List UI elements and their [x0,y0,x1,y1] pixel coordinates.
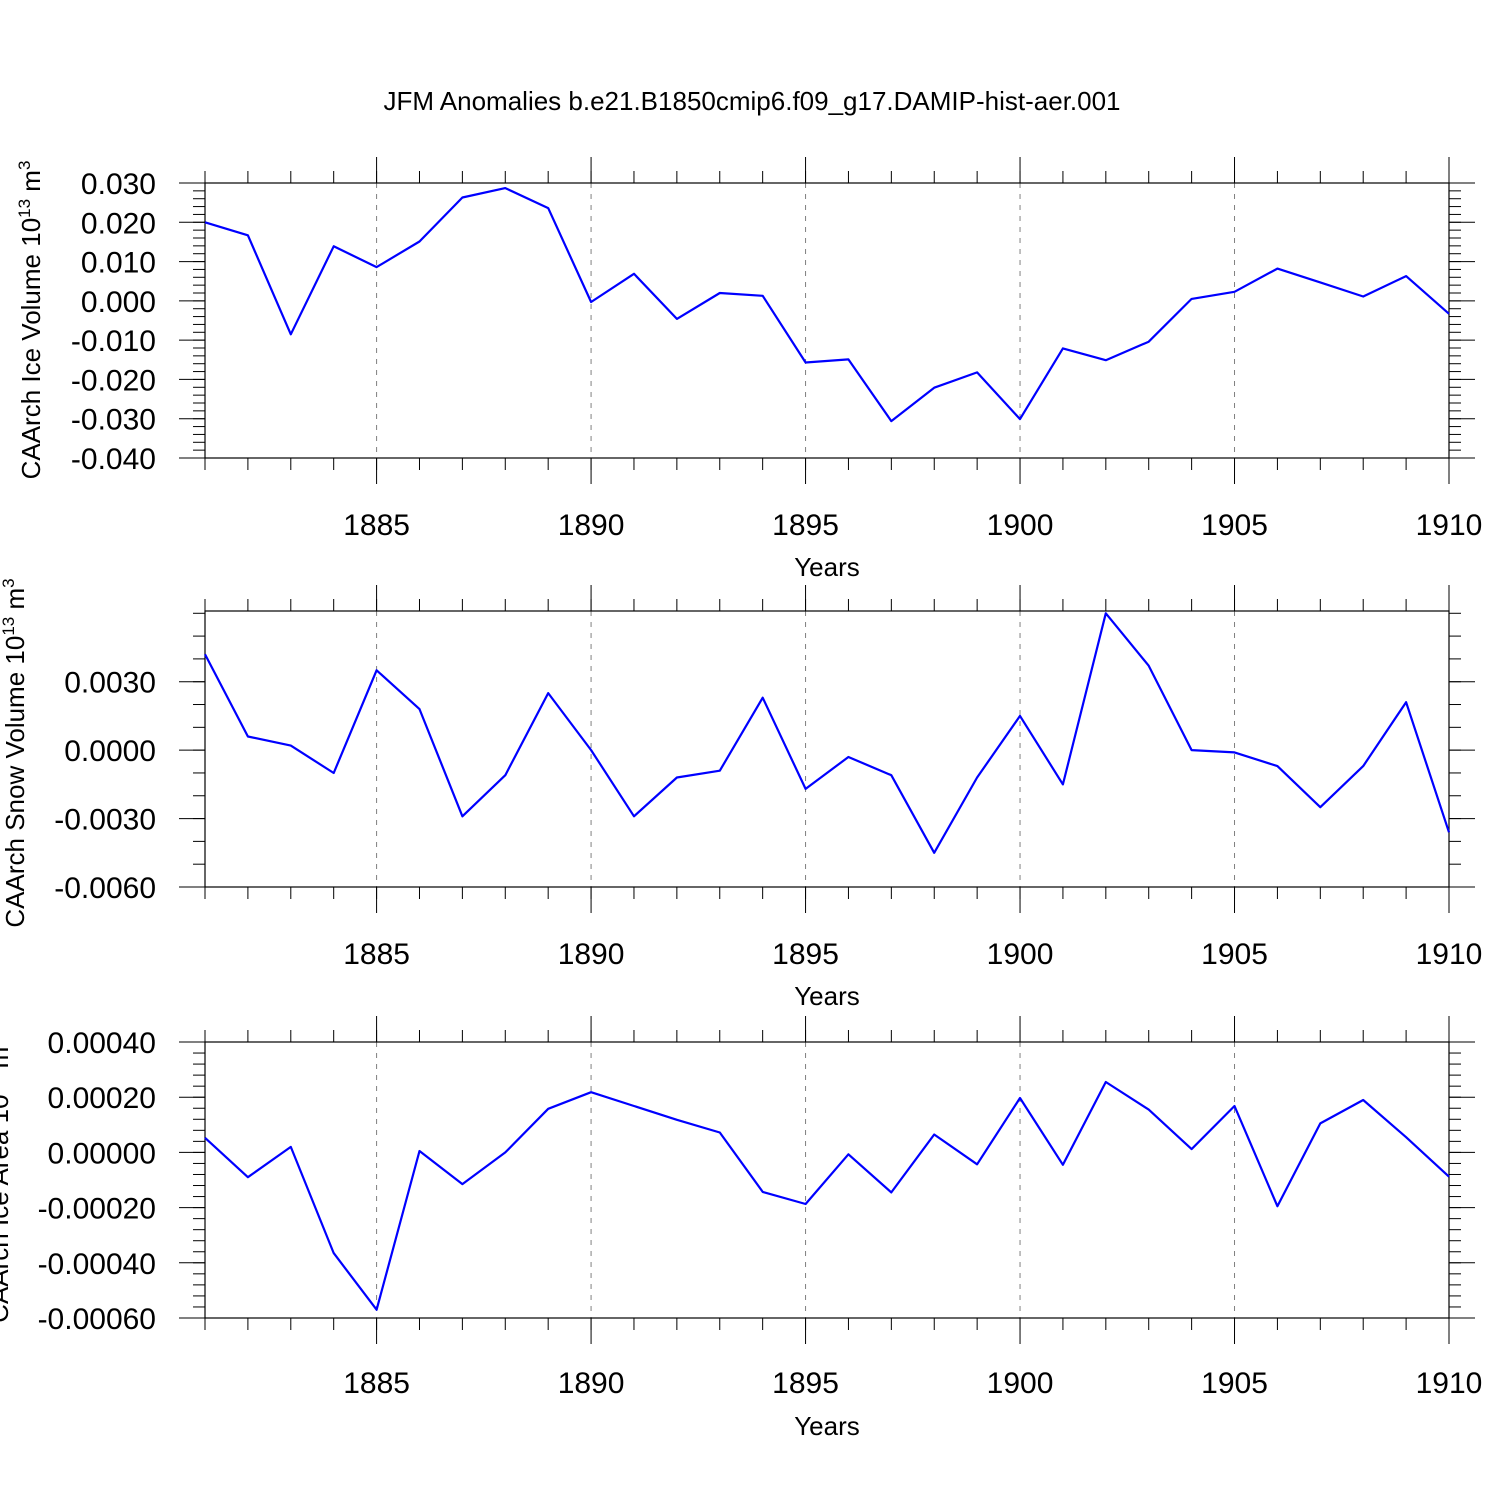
plot-frame [204,182,1450,459]
panel-3: -0.00060 -0.00040 -0.00020 0.00000 0.00020 0.… [0,1016,1482,1441]
y-tick-label: -0.00040 [38,1248,156,1281]
x-tick-label: 1910 [1416,509,1483,542]
y-tick-label: 0.030 [81,168,156,201]
x-tick-label: 1905 [1201,1367,1268,1400]
y-tick-label: 0.010 [81,247,156,280]
plot-frame [204,610,1450,888]
y-axis-label: CAArch Snow Volume 1013 m3 [0,578,30,927]
x-tick-label: 1890 [558,1367,625,1400]
x-axis-label: Years [794,552,860,582]
x-tick-label: 1890 [558,509,625,542]
y-tick-label: -0.0030 [54,804,156,837]
x-tick-label: 1900 [987,1367,1054,1400]
x-axis-label: Years [794,1411,860,1441]
y-tick-label: 0.0000 [64,735,156,768]
y-tick-label: 0.000 [81,286,156,319]
x-axis-label: Years [794,981,860,1011]
x-tick-label: 1905 [1201,938,1268,971]
x-tick-label: 1885 [343,1367,410,1400]
series-line [204,1080,1450,1311]
x-tick-label: 1885 [343,938,410,971]
y-tick-label: -0.0060 [54,872,156,905]
y-tick-label: -0.030 [71,404,156,437]
x-tick-label: 1895 [772,938,839,971]
y-tick-label: 0.00040 [48,1027,156,1060]
y-tick-label: 0.00000 [48,1137,156,1170]
y-tick-label: -0.00020 [38,1193,156,1226]
y-axis-label: CAArch Ice Volume 1013 m3 [15,161,46,480]
x-tick-label: 1900 [987,509,1054,542]
x-tick-label: 1910 [1416,938,1483,971]
y-tick-label: 0.020 [81,207,156,240]
x-tick-label: 1895 [772,1367,839,1400]
y-axis-label: CAArch Ice Area 1013 m2 [0,1037,14,1323]
x-tick-label: 1905 [1201,509,1268,542]
panel-1: -0.040 -0.030 -0.020 -0.010 0.000 0.010 0.020 0… [15,157,1482,582]
x-tick-label: 1885 [343,509,410,542]
y-tick-label: -0.010 [71,325,156,358]
y-tick-label: -0.00060 [38,1303,156,1336]
y-tick-label: 0.00020 [48,1082,156,1115]
plot-frame [204,1041,1450,1319]
x-tick-label: 1900 [987,938,1054,971]
series-line [204,187,1450,423]
chart-title: JFM Anomalies b.e21.B1850cmip6.f09_g17.D… [383,86,1120,116]
series-line [204,612,1451,854]
x-tick-label: 1895 [772,509,839,542]
y-tick-label: -0.020 [71,364,156,397]
panel-2: -0.0060 -0.0030 0.0000 0.0030 1885 1890 1895 19… [0,578,1482,1011]
x-tick-label: 1890 [558,938,625,971]
y-tick-label: 0.0030 [64,667,156,700]
x-tick-label: 1910 [1416,1367,1483,1400]
y-tick-label: -0.040 [71,443,156,476]
